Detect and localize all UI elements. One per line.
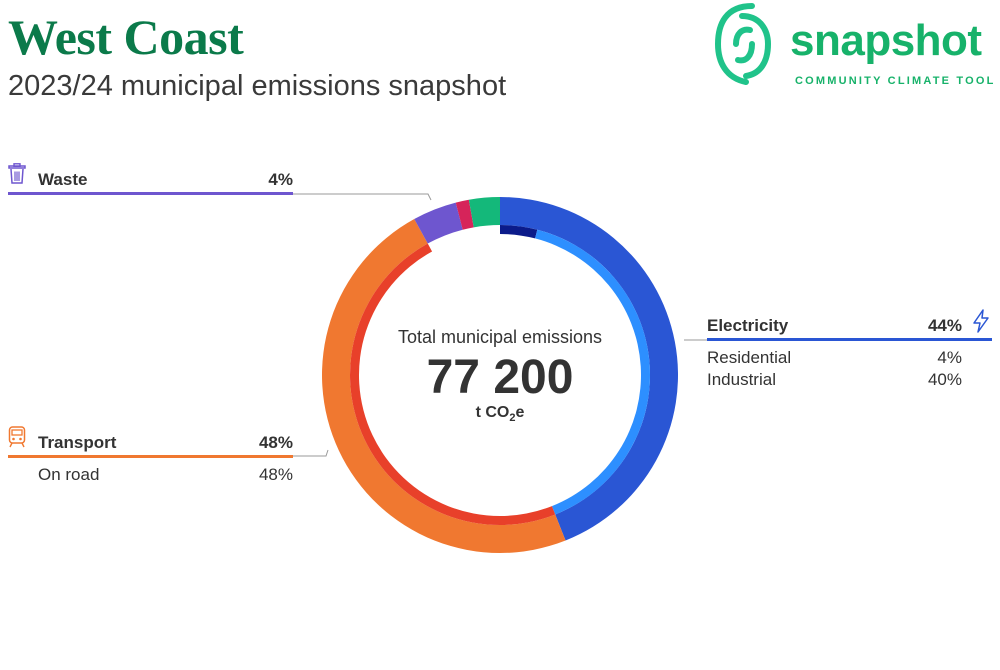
- outer-ring-segment-other-4: [468, 197, 500, 228]
- brand-name: snapshot: [790, 16, 982, 65]
- electricity-sub-percent-residential: 4%: [937, 348, 962, 367]
- electricity-sub-label-residential: Residential: [707, 348, 792, 367]
- electricity-rule: [707, 338, 992, 341]
- center-unit: t CO2e: [475, 404, 525, 425]
- brand-tagline: COMMUNITY CLIMATE TOOL: [795, 75, 996, 87]
- transport-rule: [8, 455, 293, 458]
- train-icon: [8, 426, 26, 448]
- outer-ring-segment-waste-2: [414, 202, 463, 244]
- transport-label: Transport: [38, 433, 117, 452]
- center-total-value: 77 200: [426, 351, 574, 404]
- lightning-icon: [973, 309, 989, 333]
- inner-ring-segment-residential-0: [500, 225, 538, 239]
- electricity-sub-label-industrial: Industrial: [707, 370, 776, 389]
- outer-ring-segment-other-3: [455, 199, 474, 230]
- electricity-sub-percent-industrial: 40%: [927, 370, 962, 389]
- snapshot-logo-icon: [714, 3, 772, 85]
- inner-ring: [349, 225, 650, 526]
- electricity-label: Electricity: [707, 316, 789, 335]
- center-title: Total municipal emissions: [397, 327, 603, 347]
- trash-icon: [8, 163, 26, 184]
- electricity-percent: 44%: [927, 316, 962, 335]
- waste-label: Waste: [38, 170, 88, 189]
- waste-percent: 4%: [268, 170, 293, 189]
- waste-rule: [8, 192, 293, 195]
- transport-sub-percent: 48%: [258, 465, 293, 484]
- page-subtitle: 2023/24 municipal emissions snapshot: [8, 70, 507, 102]
- transport-sub-label: On road: [38, 465, 100, 484]
- transport-leader-line: [293, 449, 329, 457]
- outer-ring-segment-transport-1: [321, 219, 566, 554]
- outer-ring-segment-electricity-0: [500, 197, 679, 541]
- transport-percent: 48%: [258, 433, 293, 452]
- page-title: West Coast: [8, 9, 244, 65]
- inner-ring-segment-industrial-1: [535, 229, 650, 515]
- waste-leader-line: [293, 193, 432, 201]
- outer-ring: [321, 197, 679, 554]
